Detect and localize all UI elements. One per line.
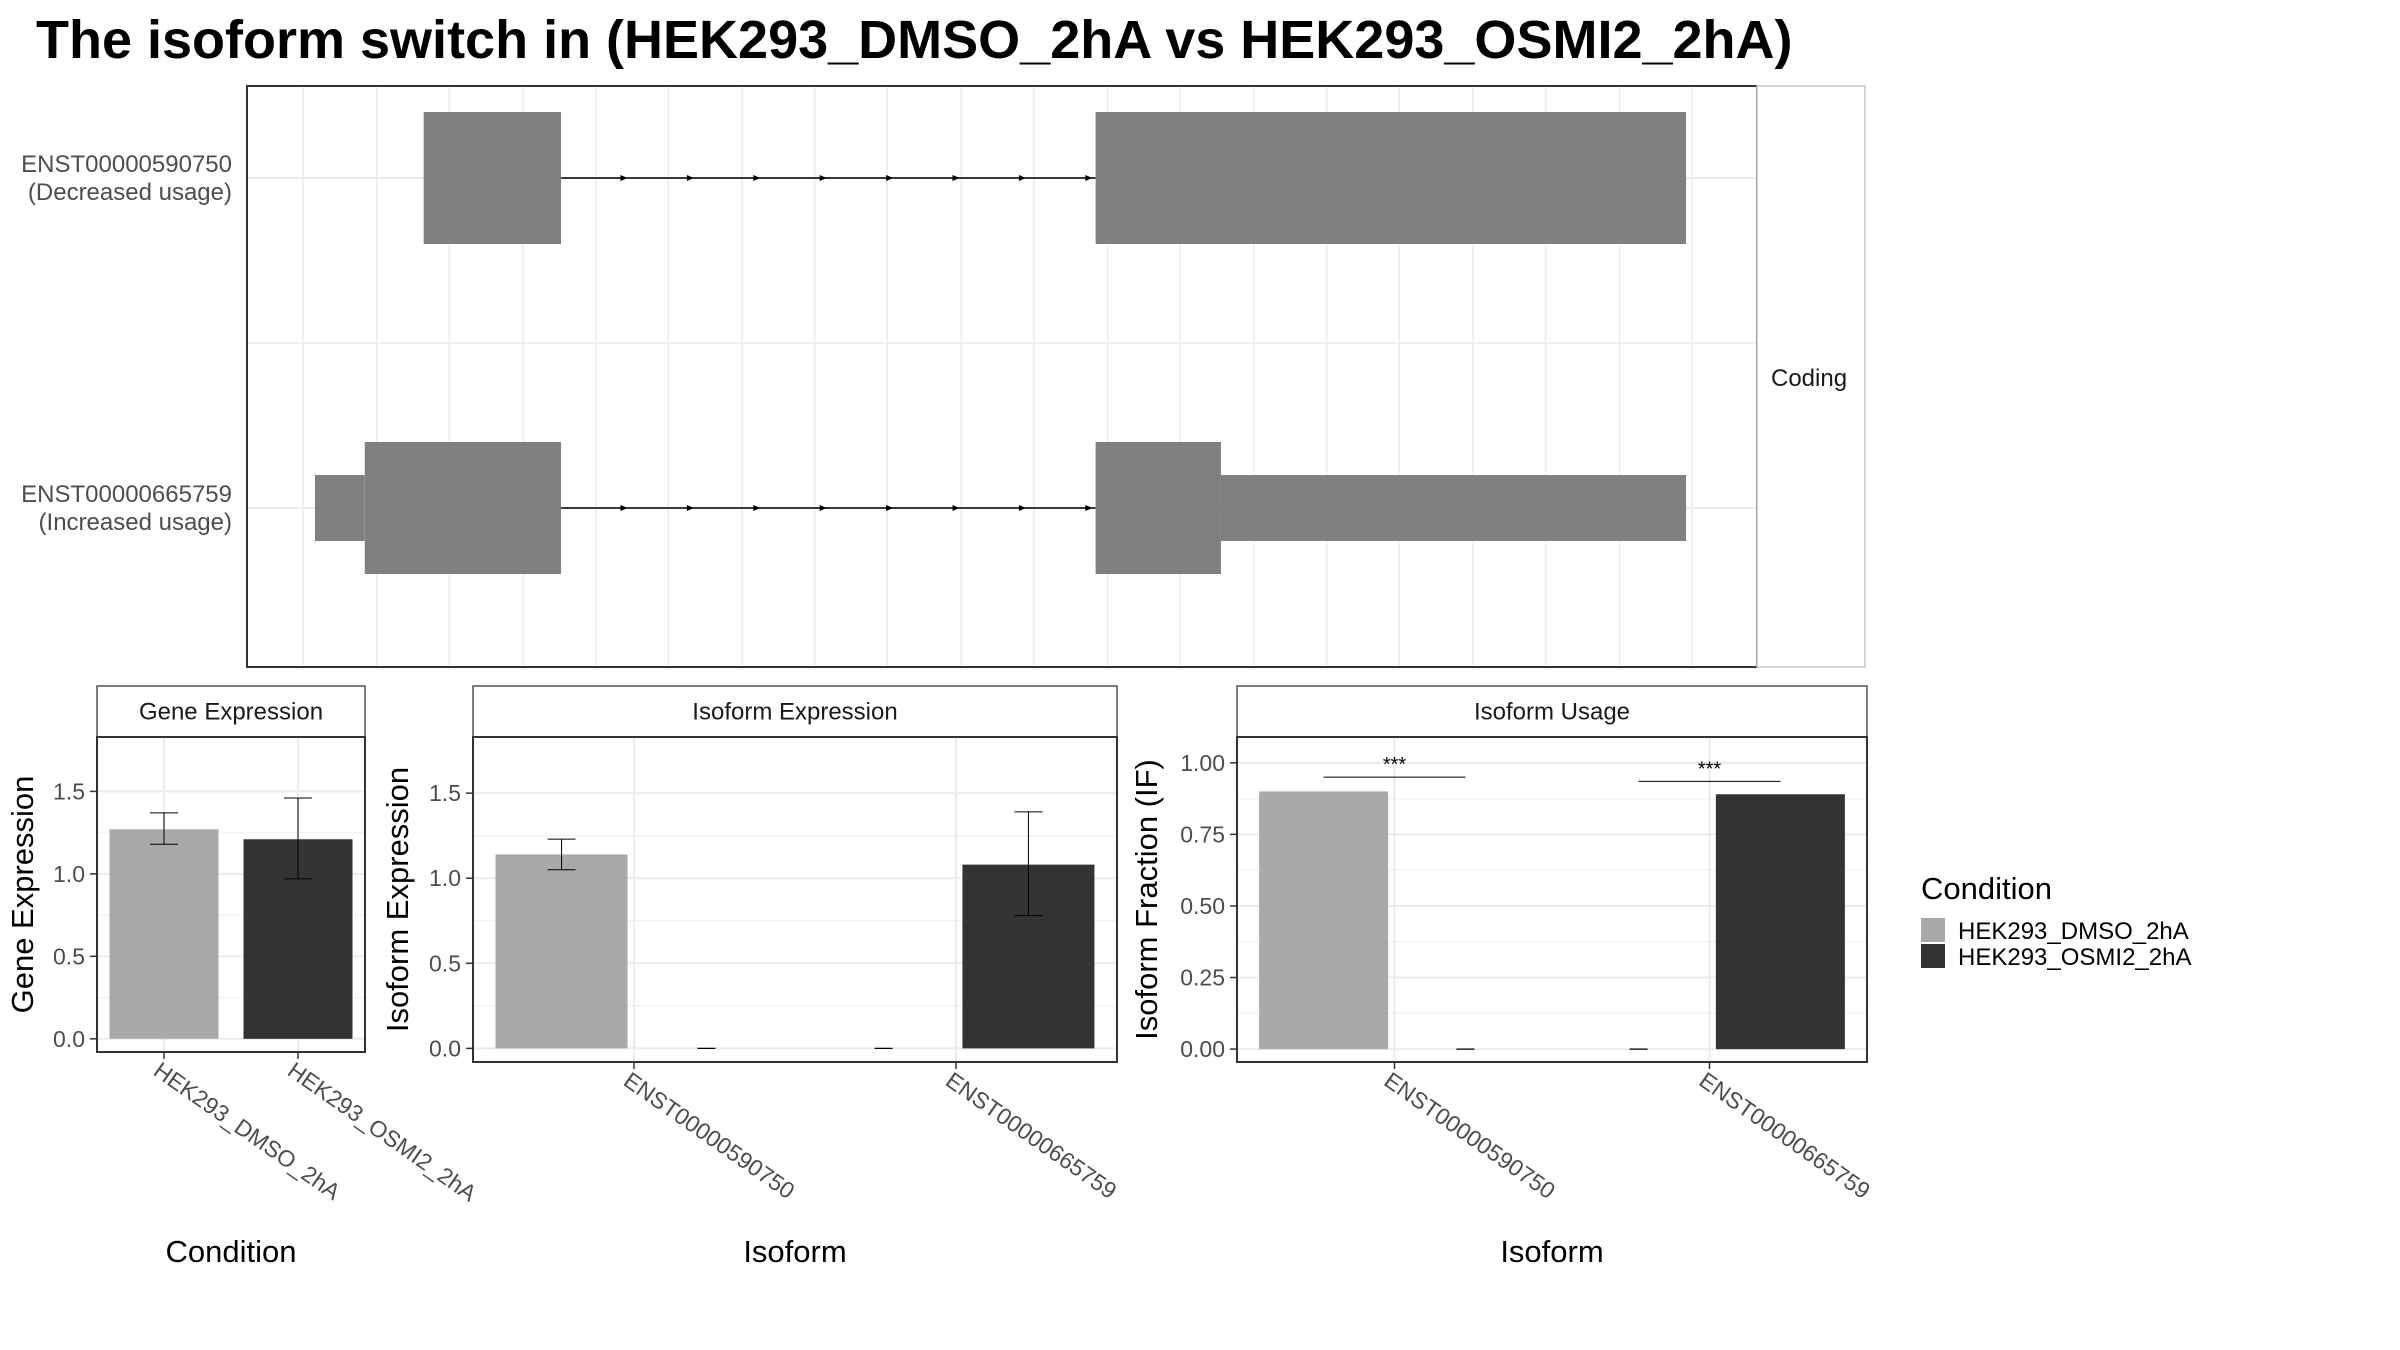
intron-direction-arrow [952,175,960,181]
intron-direction-arrow [819,505,827,511]
utr-exon [1220,475,1687,541]
x-tick-label: ENST00000590750 [1380,1067,1560,1204]
intron-direction-arrow [952,505,960,511]
intron-direction-arrow [686,505,694,511]
intron-direction-arrow [1018,175,1026,181]
intron-direction-arrow [620,175,628,181]
x-axis-title: Isoform [1500,1234,1603,1269]
coding-exon [364,442,562,574]
legend-label-osmi2: HEK293_OSMI2_2hA [1958,944,2191,971]
panel-strip [96,685,366,738]
intron-direction-arrow [819,175,827,181]
facet-label: Coding [1771,365,1847,392]
legend-title: Condition [1921,871,2052,906]
intron-direction-arrow [753,505,761,511]
transcript-usage-label: (Increased usage) [39,509,232,536]
y-axis-title: Gene Expression [5,776,40,1014]
panel-border [96,736,366,1053]
y-tick-label: 0.0 [53,1026,85,1052]
x-axis-title: Condition [166,1234,297,1269]
legend-label-dmso: HEK293_DMSO_2hA [1958,918,2189,945]
coding-exon [1095,442,1221,574]
y-tick-label: 0.5 [429,950,461,976]
isoform-expression-panel: Isoform Expression 0.0 0.5 1.0 1.5 ENST000005… [380,685,1122,1269]
condition-legend: Condition HEK293_DMSO_2hA HEK293_OSMI2_2… [1921,871,2191,971]
x-axis-title: Isoform [743,1234,846,1269]
panel-border [1236,736,1868,1063]
y-tick-label: 0.00 [1180,1036,1225,1062]
y-tick-label: 1.00 [1180,750,1225,776]
figure-title: The isoform switch in (HEK293_DMSO_2hA v… [36,10,1793,70]
intron-direction-arrow [1085,505,1093,511]
y-tick-label: 1.5 [429,780,461,806]
bar [495,854,628,1049]
utr-exon [314,475,365,541]
y-axis-title: Isoform Expression [380,767,415,1032]
facet-strip [1756,85,1866,668]
significance-label: *** [1698,758,1722,780]
y-axis-title: Isoform Fraction (IF) [1129,759,1164,1040]
intron-direction-arrow [886,505,894,511]
y-tick-label: 0.25 [1180,965,1225,991]
transcript-id-label: ENST00000590750 [21,151,232,178]
panel-strip-label: Isoform Usage [1474,699,1630,726]
transcript-id-label: ENST00000665759 [21,481,232,508]
isoform-usage-panel: Isoform Usage *** *** 0.00 0.25 0.50 0.75 1.00 E… [1129,685,1875,1269]
legend-key-osmi2 [1921,944,1945,968]
intron-direction-arrow [620,505,628,511]
bar [109,829,219,1039]
bar [1715,794,1845,1050]
coding-exon [1095,112,1687,244]
panel-strip-label: Isoform Expression [692,699,897,726]
intron-direction-arrow [886,175,894,181]
x-tick-label: ENST00000590750 [619,1067,799,1204]
y-tick-label: 0.75 [1180,821,1225,847]
intron-direction-arrow [753,175,761,181]
transcript-structure-panel: ENST00000590750(Decreased usage) ENST0000… [21,85,1866,668]
y-tick-label: 0.50 [1180,893,1225,919]
x-tick-label: ENST00000665759 [941,1067,1121,1204]
y-tick-label: 1.5 [53,778,85,804]
panel-strip-label: Gene Expression [139,699,323,726]
bar [1259,791,1389,1050]
panel-border [472,736,1118,1063]
significance-label: *** [1383,754,1407,776]
y-tick-label: 1.0 [429,865,461,891]
x-tick-label: ENST00000665759 [1695,1067,1875,1204]
legend-key-dmso [1921,918,1945,942]
panel-strip [472,685,1118,738]
y-tick-label: 1.0 [53,861,85,887]
coding-exon [423,112,562,244]
y-tick-label: 0.5 [53,943,85,969]
intron-direction-arrow [686,175,694,181]
intron-direction-arrow [1085,175,1093,181]
intron-direction-arrow [1018,505,1026,511]
panel-strip [1236,685,1868,738]
transcript-usage-label: (Decreased usage) [28,179,232,206]
y-tick-label: 0.0 [429,1035,461,1061]
